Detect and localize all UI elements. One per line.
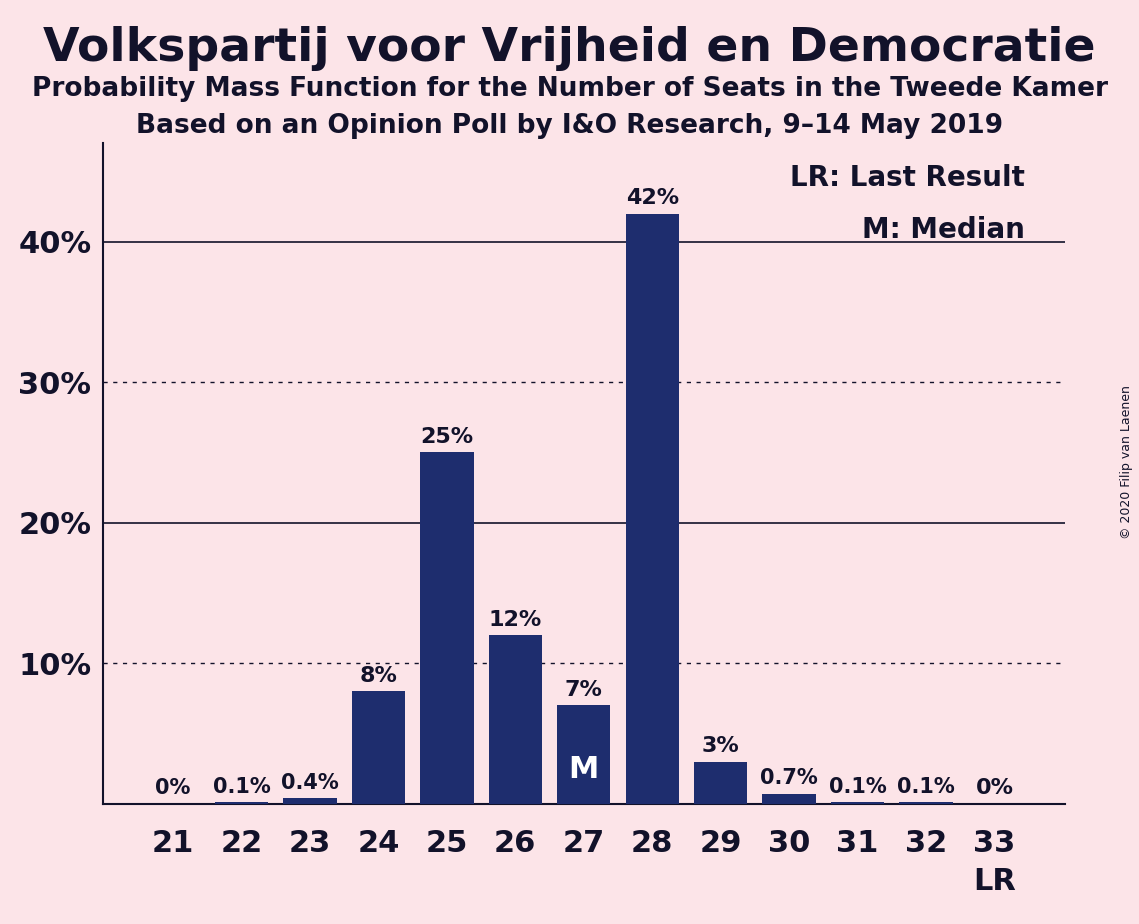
Bar xyxy=(694,761,747,804)
Text: M: M xyxy=(568,755,599,784)
Text: LR: LR xyxy=(973,867,1016,895)
Text: 3%: 3% xyxy=(702,736,739,756)
Text: 0.1%: 0.1% xyxy=(829,777,886,796)
Text: M: Median: M: Median xyxy=(862,216,1025,244)
Text: 25%: 25% xyxy=(420,427,474,447)
Bar xyxy=(489,635,542,804)
Bar xyxy=(284,798,337,804)
Text: LR: Last Result: LR: Last Result xyxy=(790,164,1025,192)
Text: Probability Mass Function for the Number of Seats in the Tweede Kamer: Probability Mass Function for the Number… xyxy=(32,76,1107,102)
Text: 0.4%: 0.4% xyxy=(281,772,338,793)
Text: Volkspartij voor Vrijheid en Democratie: Volkspartij voor Vrijheid en Democratie xyxy=(43,26,1096,71)
Bar xyxy=(352,691,405,804)
Text: Based on an Opinion Poll by I&O Research, 9–14 May 2019: Based on an Opinion Poll by I&O Research… xyxy=(136,113,1003,139)
Bar xyxy=(900,802,952,804)
Text: 0.7%: 0.7% xyxy=(760,769,818,788)
Text: 0.1%: 0.1% xyxy=(213,777,270,796)
Text: 12%: 12% xyxy=(489,610,542,629)
Bar xyxy=(215,802,268,804)
Bar xyxy=(625,213,679,804)
Text: 0%: 0% xyxy=(155,778,190,798)
Text: 0.1%: 0.1% xyxy=(898,777,954,796)
Text: 0%: 0% xyxy=(975,778,1014,798)
Bar xyxy=(557,706,611,804)
Text: 8%: 8% xyxy=(360,666,398,686)
Text: 42%: 42% xyxy=(625,188,679,208)
Text: © 2020 Filip van Laenen: © 2020 Filip van Laenen xyxy=(1121,385,1133,539)
Text: 7%: 7% xyxy=(565,680,603,699)
Bar xyxy=(420,453,474,804)
Bar xyxy=(762,794,816,804)
Bar xyxy=(830,802,884,804)
